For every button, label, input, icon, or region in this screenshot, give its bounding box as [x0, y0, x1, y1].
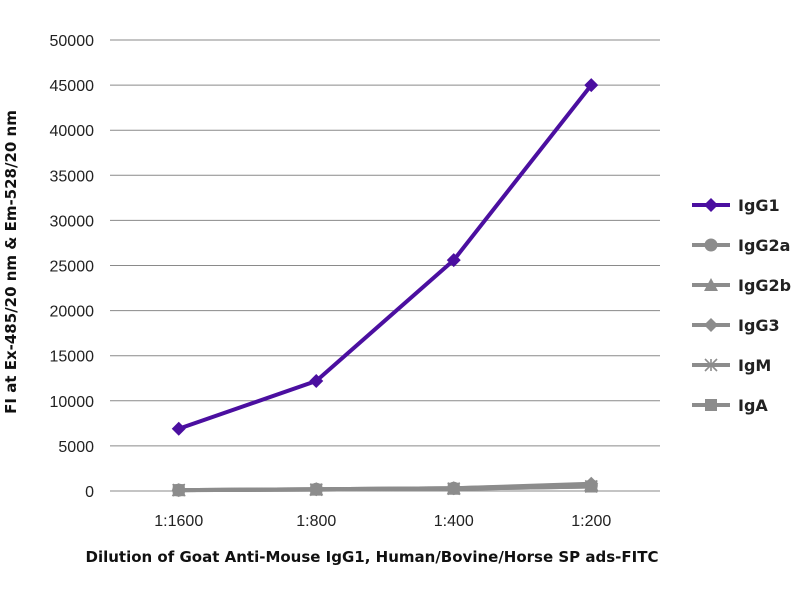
legend-label: IgG3 [738, 316, 780, 335]
legend-item-iga: IgA [692, 396, 768, 415]
legend-label: IgM [738, 356, 771, 375]
star-marker [704, 358, 718, 372]
legend-label: IgG2a [738, 236, 790, 255]
y-tick-label: 25000 [50, 259, 95, 276]
y-axis-tick-labels: 0 5000 10000 15000 20000 25000 30000 35000 40000… [50, 33, 95, 501]
legend: IgG1 IgG2a IgG2b IgG3 IgM IgA [692, 196, 791, 415]
diamond-marker [309, 373, 324, 388]
triangle-marker [704, 278, 718, 291]
series-line [178, 83, 593, 431]
legend-item-igg1: IgG1 [692, 196, 780, 215]
square-marker [310, 483, 323, 496]
square-marker [705, 399, 717, 411]
series-igg1 [171, 78, 599, 436]
legend-label: IgA [738, 396, 768, 415]
square-marker [585, 480, 598, 493]
legend-item-igg2a: IgG2a [692, 236, 790, 255]
legend-label: IgG1 [738, 196, 780, 215]
y-tick-label: 40000 [50, 123, 95, 140]
series-line [178, 484, 592, 493]
legend-label: IgG2b [738, 276, 791, 295]
y-tick-label: 5000 [58, 439, 94, 456]
square-marker [172, 484, 185, 497]
legend-item-igm: IgM [692, 356, 771, 375]
y-axis-title: FI at Ex-485/20 nm & Em-528/20 nm [2, 110, 20, 414]
square-marker [447, 482, 460, 495]
y-tick-label: 20000 [50, 304, 95, 321]
y-tick-label: 10000 [50, 394, 95, 411]
y-tick-label: 50000 [50, 33, 95, 50]
x-tick-label: 1:400 [434, 513, 474, 530]
data-series [171, 78, 599, 498]
gridlines [110, 39, 660, 492]
diamond-marker [704, 318, 718, 332]
diamond-marker [446, 253, 461, 268]
series-iga [172, 480, 598, 497]
y-tick-label: 35000 [50, 168, 95, 185]
diamond-marker [171, 421, 186, 436]
diamond-marker [584, 78, 599, 93]
x-tick-label: 1:800 [296, 513, 336, 530]
x-axis-title: Dilution of Goat Anti-Mouse IgG1, Human/… [86, 548, 659, 566]
x-tick-label: 1:200 [571, 513, 611, 530]
diamond-marker [704, 198, 718, 212]
y-tick-label: 30000 [50, 213, 95, 230]
star-stroke [704, 358, 718, 372]
y-tick-label: 0 [85, 484, 94, 501]
circle-marker [704, 238, 718, 252]
x-tick-label: 1:1600 [154, 513, 203, 530]
legend-item-igg2b: IgG2b [692, 276, 791, 295]
legend-item-igg3: IgG3 [692, 316, 780, 335]
y-tick-label: 15000 [50, 349, 95, 366]
y-tick-label: 45000 [50, 78, 95, 95]
x-axis-tick-labels: 1:1600 1:800 1:400 1:200 [154, 513, 611, 530]
